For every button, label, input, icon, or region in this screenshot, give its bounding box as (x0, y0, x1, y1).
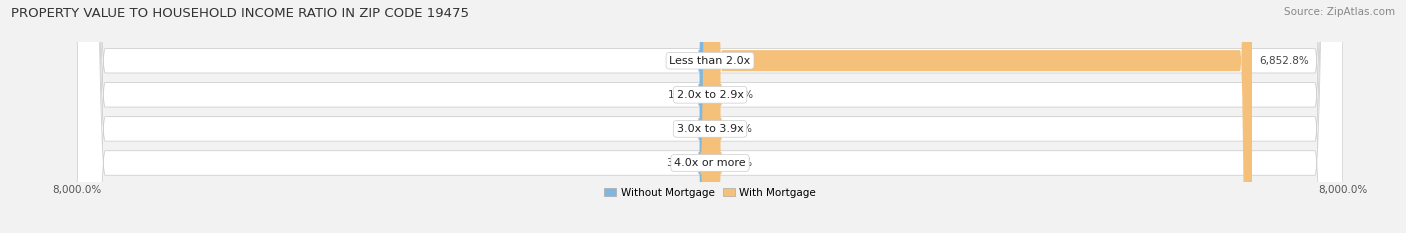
FancyBboxPatch shape (77, 0, 1343, 233)
Text: 3.0x to 3.9x: 3.0x to 3.9x (676, 124, 744, 134)
Text: 4.0x or more: 4.0x or more (675, 158, 745, 168)
FancyBboxPatch shape (699, 0, 720, 233)
FancyBboxPatch shape (702, 0, 721, 233)
Text: 6,852.8%: 6,852.8% (1260, 56, 1309, 66)
FancyBboxPatch shape (699, 0, 721, 233)
FancyBboxPatch shape (699, 0, 718, 233)
FancyBboxPatch shape (699, 0, 721, 233)
Text: 13.2%: 13.2% (668, 90, 702, 100)
Text: 35.5%: 35.5% (720, 90, 754, 100)
Legend: Without Mortgage, With Mortgage: Without Mortgage, With Mortgage (600, 183, 820, 202)
Text: 43.4%: 43.4% (666, 56, 699, 66)
FancyBboxPatch shape (710, 0, 1251, 233)
Text: 2.0x to 2.9x: 2.0x to 2.9x (676, 90, 744, 100)
FancyBboxPatch shape (77, 0, 1343, 233)
Text: Less than 2.0x: Less than 2.0x (669, 56, 751, 66)
Text: 8.1%: 8.1% (675, 124, 702, 134)
FancyBboxPatch shape (700, 0, 721, 233)
Text: PROPERTY VALUE TO HOUSEHOLD INCOME RATIO IN ZIP CODE 19475: PROPERTY VALUE TO HOUSEHOLD INCOME RATIO… (11, 7, 470, 20)
Text: 26.0%: 26.0% (720, 124, 752, 134)
Text: 34.1%: 34.1% (666, 158, 700, 168)
FancyBboxPatch shape (77, 0, 1343, 233)
FancyBboxPatch shape (77, 0, 1343, 233)
Text: Source: ZipAtlas.com: Source: ZipAtlas.com (1284, 7, 1395, 17)
FancyBboxPatch shape (700, 0, 721, 233)
Text: 22.8%: 22.8% (720, 158, 752, 168)
